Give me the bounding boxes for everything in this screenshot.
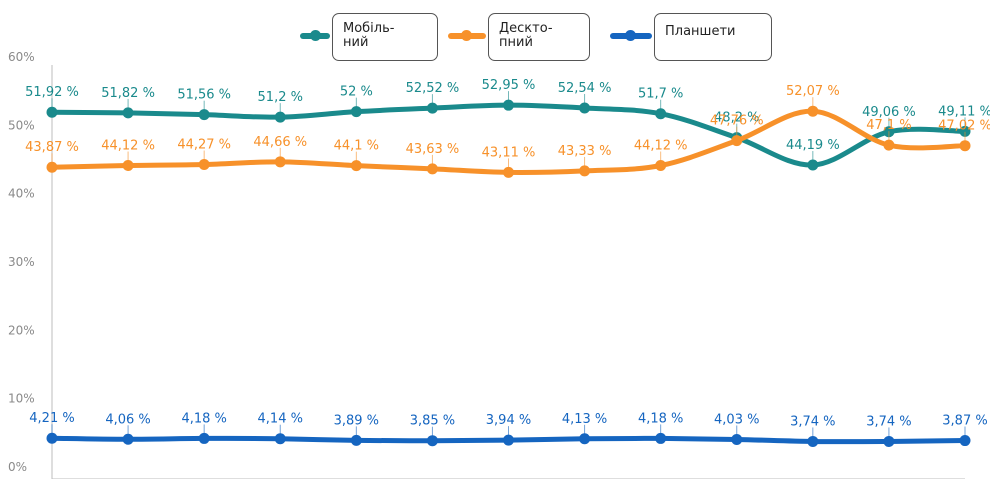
data-label-desktop: 47,1 % [866,118,911,133]
data-point-mobile [350,106,362,118]
data-label-mobile: 51,2 % [258,90,303,105]
data-label-tablets: 4,21 % [29,411,74,426]
y-tick-label: 30% [8,255,35,269]
data-point-tablets [579,433,591,445]
data-label-mobile: 52 % [340,85,373,100]
data-label-desktop: 43,33 % [558,144,612,159]
data-point-tablets [122,433,134,445]
data-label-tablets: 3,74 % [866,414,911,429]
data-point-mobile [807,159,819,171]
y-tick-label: 60% [8,50,35,64]
data-label-mobile: 51,7 % [638,87,683,102]
data-point-desktop [731,135,743,147]
data-point-desktop [274,156,286,168]
data-label-desktop: 44,1 % [334,139,379,154]
data-point-desktop [122,160,134,172]
data-point-mobile [959,125,971,137]
data-label-mobile: 49,06 % [862,105,916,120]
data-label-mobile: 51,56 % [177,88,231,103]
data-point-mobile [122,107,134,119]
data-point-mobile [274,111,286,123]
data-label-tablets: 4,06 % [105,412,150,427]
legend-label-mobile-line1: Мобіль- [343,21,395,36]
data-label-desktop: 47,76 % [710,114,764,129]
data-label-tablets: 4,13 % [562,412,607,427]
data-point-desktop [655,160,667,172]
legend-item-mobile: Мобіль- ний [332,13,438,61]
data-point-desktop [807,105,819,117]
y-tick-label: 40% [8,187,35,201]
data-label-tablets: 3,89 % [334,413,379,428]
data-label-tablets: 4,14 % [258,412,303,427]
data-point-desktop [350,160,362,172]
legend-marker-mobile [310,30,321,41]
data-point-mobile [655,108,667,120]
data-point-tablets [46,432,58,444]
data-point-tablets [807,435,819,447]
legend-marker-desktop [461,30,472,41]
data-point-mobile [198,109,210,121]
legend-marker-tablets [625,30,636,41]
data-point-tablets [731,433,743,445]
data-point-desktop [959,140,971,152]
legend-item-desktop: Десктo- пний [488,13,590,61]
data-point-desktop [883,139,895,151]
data-label-tablets: 3,74 % [790,414,835,429]
data-label-tablets: 4,18 % [638,411,683,426]
data-label-mobile: 48,2 % [714,111,759,126]
data-point-desktop [198,158,210,170]
data-label-mobile: 51,82 % [101,86,155,101]
y-tick-label: 20% [8,323,35,337]
legend-label-desktop-line2: пний [499,35,533,50]
data-point-mobile [46,106,58,118]
data-label-mobile: 44,19 % [786,138,840,153]
data-label-tablets: 3,85 % [410,414,455,429]
data-label-tablets: 4,18 % [181,411,226,426]
data-label-tablets: 4,03 % [714,412,759,427]
data-label-desktop: 44,12 % [634,139,688,154]
data-label-mobile: 52,95 % [482,78,536,93]
data-point-desktop [426,163,438,175]
data-label-desktop: 52,07 % [786,84,840,99]
data-point-tablets [426,435,438,447]
data-label-desktop: 43,11 % [482,145,536,160]
legend-item-tablets: Планшети [654,13,772,61]
legend-label-mobile-line2: ний [343,35,369,50]
y-tick-label: 0% [8,460,27,474]
data-label-tablets: 3,87 % [942,414,987,429]
legend-label-tablets: Планшети [665,24,736,39]
data-label-mobile: 49,11 % [938,104,990,119]
data-point-desktop [503,166,514,178]
data-point-desktop [46,161,58,173]
data-label-mobile: 51,92 % [25,85,79,100]
data-label-desktop: 44,66 % [253,135,307,150]
data-point-tablets [655,432,667,444]
data-label-desktop: 47,02 % [938,119,990,134]
data-label-desktop: 43,63 % [406,142,460,157]
data-label-desktop: 44,12 % [101,139,155,154]
legend-label-desktop-line1: Десктo- [499,21,553,36]
data-label-mobile: 52,52 % [406,81,460,96]
y-tick-label: 10% [8,392,35,406]
data-point-tablets [503,434,514,446]
y-tick-label: 50% [8,118,35,132]
data-point-mobile [579,102,591,114]
data-point-desktop [579,165,591,177]
data-label-desktop: 43,87 % [25,140,79,155]
data-point-mobile [503,99,514,111]
data-label-tablets: 3,94 % [486,413,531,428]
data-point-tablets [959,435,971,447]
data-label-desktop: 44,27 % [177,137,231,152]
data-point-tablets [274,433,286,445]
data-point-tablets [350,434,362,446]
data-label-mobile: 52,54 % [558,81,612,96]
data-point-tablets [198,432,210,444]
data-point-mobile [426,102,438,114]
data-point-tablets [883,435,895,447]
